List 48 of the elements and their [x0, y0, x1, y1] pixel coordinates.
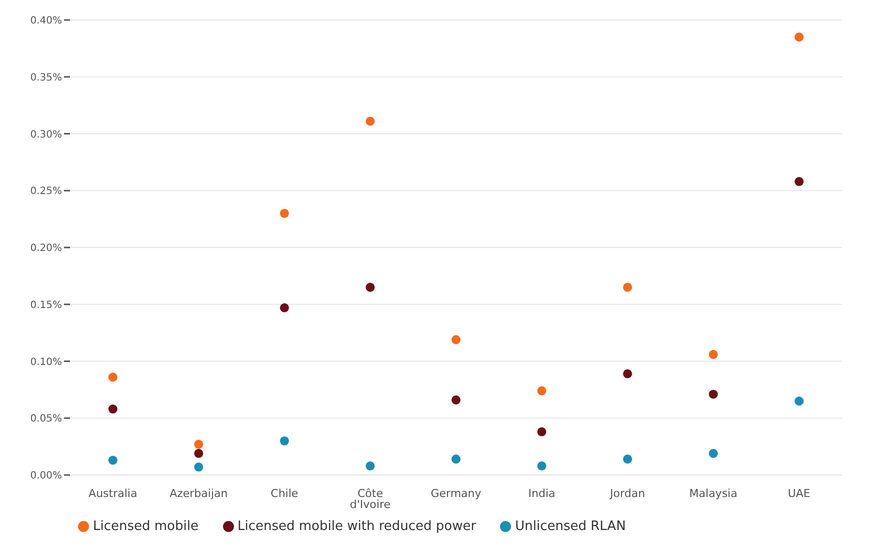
x-tick-label: Jordan: [609, 486, 646, 500]
point: [108, 456, 118, 465]
y-tick-label: 0.10%: [30, 356, 62, 368]
point: [451, 454, 461, 464]
legend-label: Licensed mobile with reduced power: [238, 519, 476, 534]
x-tick-label: Azerbaijan: [170, 486, 228, 500]
point: [194, 440, 204, 449]
point: [623, 454, 632, 464]
x-tick-label: Malaysia: [689, 486, 738, 500]
point: [537, 461, 546, 470]
x-tick-label: Chile: [270, 486, 298, 500]
point: [194, 462, 204, 472]
legend-label: Licensed mobile: [93, 519, 198, 534]
point: [708, 390, 718, 399]
point: [280, 436, 289, 446]
y-tick-label: 0.35%: [30, 72, 62, 84]
point: [366, 116, 375, 126]
point: [794, 396, 804, 406]
x-tick-label: Australia: [88, 486, 138, 500]
legend-label: Unlicensed RLAN: [515, 519, 626, 534]
y-tick-label: 0.30%: [30, 129, 62, 140]
point: [537, 427, 546, 436]
x-tick-label: UAE: [788, 486, 810, 500]
point: [108, 372, 118, 382]
point: [194, 448, 204, 458]
y-tick-label: 0.40%: [30, 16, 62, 27]
point: [623, 369, 632, 378]
point: [623, 282, 632, 292]
y-tick-label: 0.05%: [30, 414, 62, 425]
point: [366, 461, 375, 470]
point: [537, 386, 546, 396]
point: [451, 335, 461, 344]
point: [108, 404, 118, 414]
point: [794, 177, 804, 186]
y-tick-label: 0.20%: [30, 243, 62, 254]
point: [451, 395, 461, 404]
x-tick-label: Côte d'Ivoire: [350, 486, 391, 511]
point: [708, 448, 718, 458]
point: [794, 32, 804, 42]
y-tick-label: 0.25%: [30, 186, 62, 198]
x-tick-label: India: [528, 486, 556, 500]
point: [708, 350, 718, 359]
point: [366, 282, 375, 292]
x-tick-label: Germany: [430, 486, 482, 500]
y-tick-label: 0.15%: [30, 300, 62, 311]
y-tick-label: 0.00%: [30, 470, 62, 482]
point: [280, 208, 289, 218]
point: [280, 303, 289, 312]
